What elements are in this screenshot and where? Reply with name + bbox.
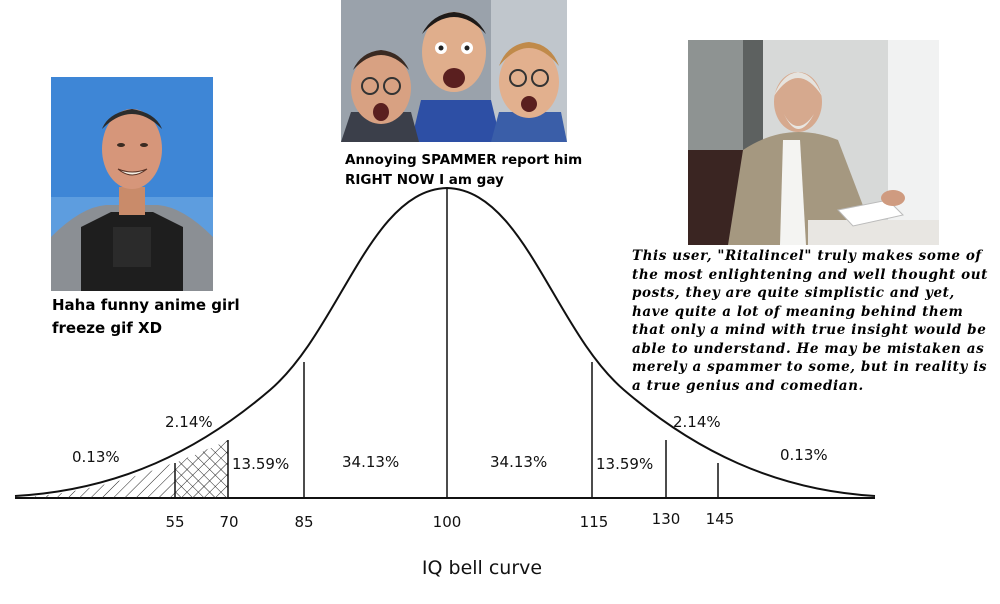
pct-label-far-left: 0.13% (72, 448, 120, 466)
chart-title: IQ bell curve (422, 557, 542, 579)
pct-label-right-13: 13.59% (596, 455, 653, 473)
pct-label-far-right: 0.13% (780, 446, 828, 464)
tick-label-100: 100 (433, 513, 462, 531)
middle-caption: Annoying SPAMMER report him RIGHT NOW I … (345, 152, 583, 188)
pct-label-right-34: 34.13% (490, 453, 547, 471)
tick-label-70: 70 (219, 513, 238, 531)
tick-label-85: 85 (294, 513, 313, 531)
pct-label-right-2: 2.14% (673, 413, 721, 431)
tick-label-55: 55 (165, 513, 184, 531)
pct-label-left-34: 34.13% (342, 453, 399, 471)
crosshatch-region (175, 440, 228, 498)
right-photo (688, 40, 939, 245)
pct-label-left-13: 13.59% (232, 455, 289, 473)
tick-label-115: 115 (580, 513, 609, 531)
tick-label-130: 130 (652, 510, 681, 528)
right-caption: This user, "Ritalincel" truly makes some… (632, 248, 988, 394)
left-caption: Haha funny anime girl freeze gif XD (52, 296, 240, 337)
middle-photo (341, 0, 567, 142)
pct-label-left-2: 2.14% (165, 413, 213, 431)
left-photo (51, 77, 213, 291)
tick-label-145: 145 (706, 510, 735, 528)
